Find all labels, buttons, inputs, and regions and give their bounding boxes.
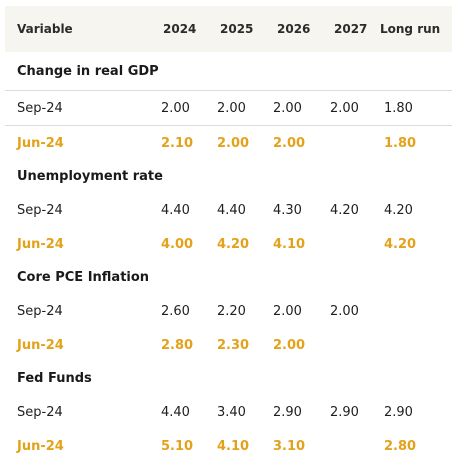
- table-row-fed-funds-sep: Sep-24 4.40 3.40 2.90 2.90 2.90: [5, 395, 452, 429]
- table-row-gdp-sep: Sep-24 2.00 2.00 2.00 2.00 1.80: [5, 91, 452, 126]
- cell-long-run: 4.20: [384, 236, 417, 252]
- cell-2027: 2.00: [330, 303, 359, 319]
- cell-2024: 2.00: [161, 100, 190, 116]
- cell-2025: 2.00: [217, 135, 250, 151]
- section-title: Core PCE Inflation: [17, 270, 150, 285]
- cell-2026: 4.30: [273, 202, 302, 218]
- cell-long-run: 1.80: [384, 135, 417, 151]
- cell-2024: 5.10: [161, 438, 194, 454]
- section-title-fed-funds: Fed Funds: [5, 362, 452, 395]
- cell-2026: 2.90: [273, 404, 302, 420]
- row-label: Sep-24: [17, 202, 63, 218]
- cell-2027: 2.00: [330, 100, 359, 116]
- cell-2026: 3.10: [273, 438, 306, 454]
- table-row-gdp-jun: Jun-24 2.10 2.00 2.00 1.80: [5, 126, 452, 160]
- cell-long-run: 4.20: [384, 202, 413, 218]
- row-label: Sep-24: [17, 404, 63, 420]
- header-long-run: Long run: [380, 22, 441, 36]
- table-header: Variable 2024 2025 2026 2027 Long run: [5, 6, 452, 52]
- cell-2024: 4.40: [161, 404, 190, 420]
- section-title-unemployment: Unemployment rate: [5, 160, 452, 193]
- cell-long-run: 2.90: [384, 404, 413, 420]
- table-row-unemployment-jun: Jun-24 4.00 4.20 4.10 4.20: [5, 227, 452, 261]
- cell-2024: 4.00: [161, 236, 194, 252]
- table-row-core-pce-jun: Jun-24 2.80 2.30 2.00: [5, 328, 452, 362]
- cell-long-run: 2.80: [384, 438, 417, 454]
- section-title-gdp: Change in real GDP: [5, 52, 452, 91]
- header-2026: 2026: [277, 22, 311, 36]
- header-variable: Variable: [17, 22, 73, 36]
- table-row-unemployment-sep: Sep-24 4.40 4.40 4.30 4.20 4.20: [5, 193, 452, 227]
- table-row-core-pce-sep: Sep-24 2.60 2.20 2.00 2.00: [5, 294, 452, 328]
- header-2025: 2025: [220, 22, 254, 36]
- cell-long-run: 1.80: [384, 100, 413, 116]
- header-2024: 2024: [163, 22, 197, 36]
- cell-2026: 2.00: [273, 303, 302, 319]
- cell-2027: 2.90: [330, 404, 359, 420]
- cell-2026: 2.00: [273, 135, 306, 151]
- cell-2026: 2.00: [273, 337, 306, 353]
- cell-2025: 2.30: [217, 337, 250, 353]
- cell-2025: 3.40: [217, 404, 246, 420]
- row-label: Jun-24: [17, 236, 64, 252]
- table-row-fed-funds-jun: Jun-24 5.10 4.10 3.10 2.80: [5, 429, 452, 463]
- row-label: Jun-24: [17, 438, 64, 454]
- section-title: Change in real GDP: [17, 63, 159, 79]
- row-label: Sep-24: [17, 303, 63, 319]
- row-label: Sep-24: [17, 100, 63, 116]
- cell-2024: 2.80: [161, 337, 194, 353]
- cell-2024: 4.40: [161, 202, 190, 218]
- section-title: Fed Funds: [17, 371, 92, 386]
- row-label: Jun-24: [17, 135, 64, 151]
- section-title: Unemployment rate: [17, 169, 163, 184]
- cell-2025: 2.00: [217, 100, 246, 116]
- cell-2025: 4.10: [217, 438, 250, 454]
- cell-2027: 4.20: [330, 202, 359, 218]
- cell-2024: 2.10: [161, 135, 194, 151]
- cell-2024: 2.60: [161, 303, 190, 319]
- cell-2026: 4.10: [273, 236, 306, 252]
- row-label: Jun-24: [17, 337, 64, 353]
- section-title-core-pce: Core PCE Inflation: [5, 261, 452, 294]
- projections-table: Variable 2024 2025 2026 2027 Long run Ch…: [5, 6, 452, 463]
- cell-2025: 4.40: [217, 202, 246, 218]
- cell-2026: 2.00: [273, 100, 302, 116]
- header-2027: 2027: [334, 22, 368, 36]
- cell-2025: 4.20: [217, 236, 250, 252]
- cell-2025: 2.20: [217, 303, 246, 319]
